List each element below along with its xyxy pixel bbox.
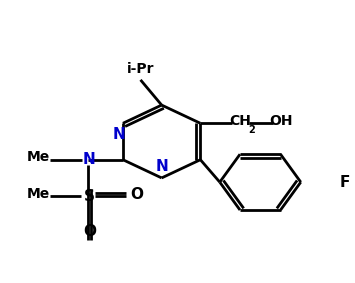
Text: S: S [84, 189, 95, 204]
Text: CH: CH [230, 114, 251, 128]
Text: 2: 2 [248, 125, 255, 135]
Text: Me: Me [27, 151, 50, 164]
Text: OH: OH [270, 114, 293, 128]
Text: i-Pr: i-Pr [127, 62, 154, 76]
Text: N: N [113, 127, 126, 142]
Text: N: N [83, 152, 96, 167]
Text: N: N [155, 159, 168, 174]
Text: O: O [83, 224, 96, 239]
Text: O: O [131, 187, 143, 202]
Text: Me: Me [27, 187, 50, 201]
Text: F: F [339, 175, 350, 190]
